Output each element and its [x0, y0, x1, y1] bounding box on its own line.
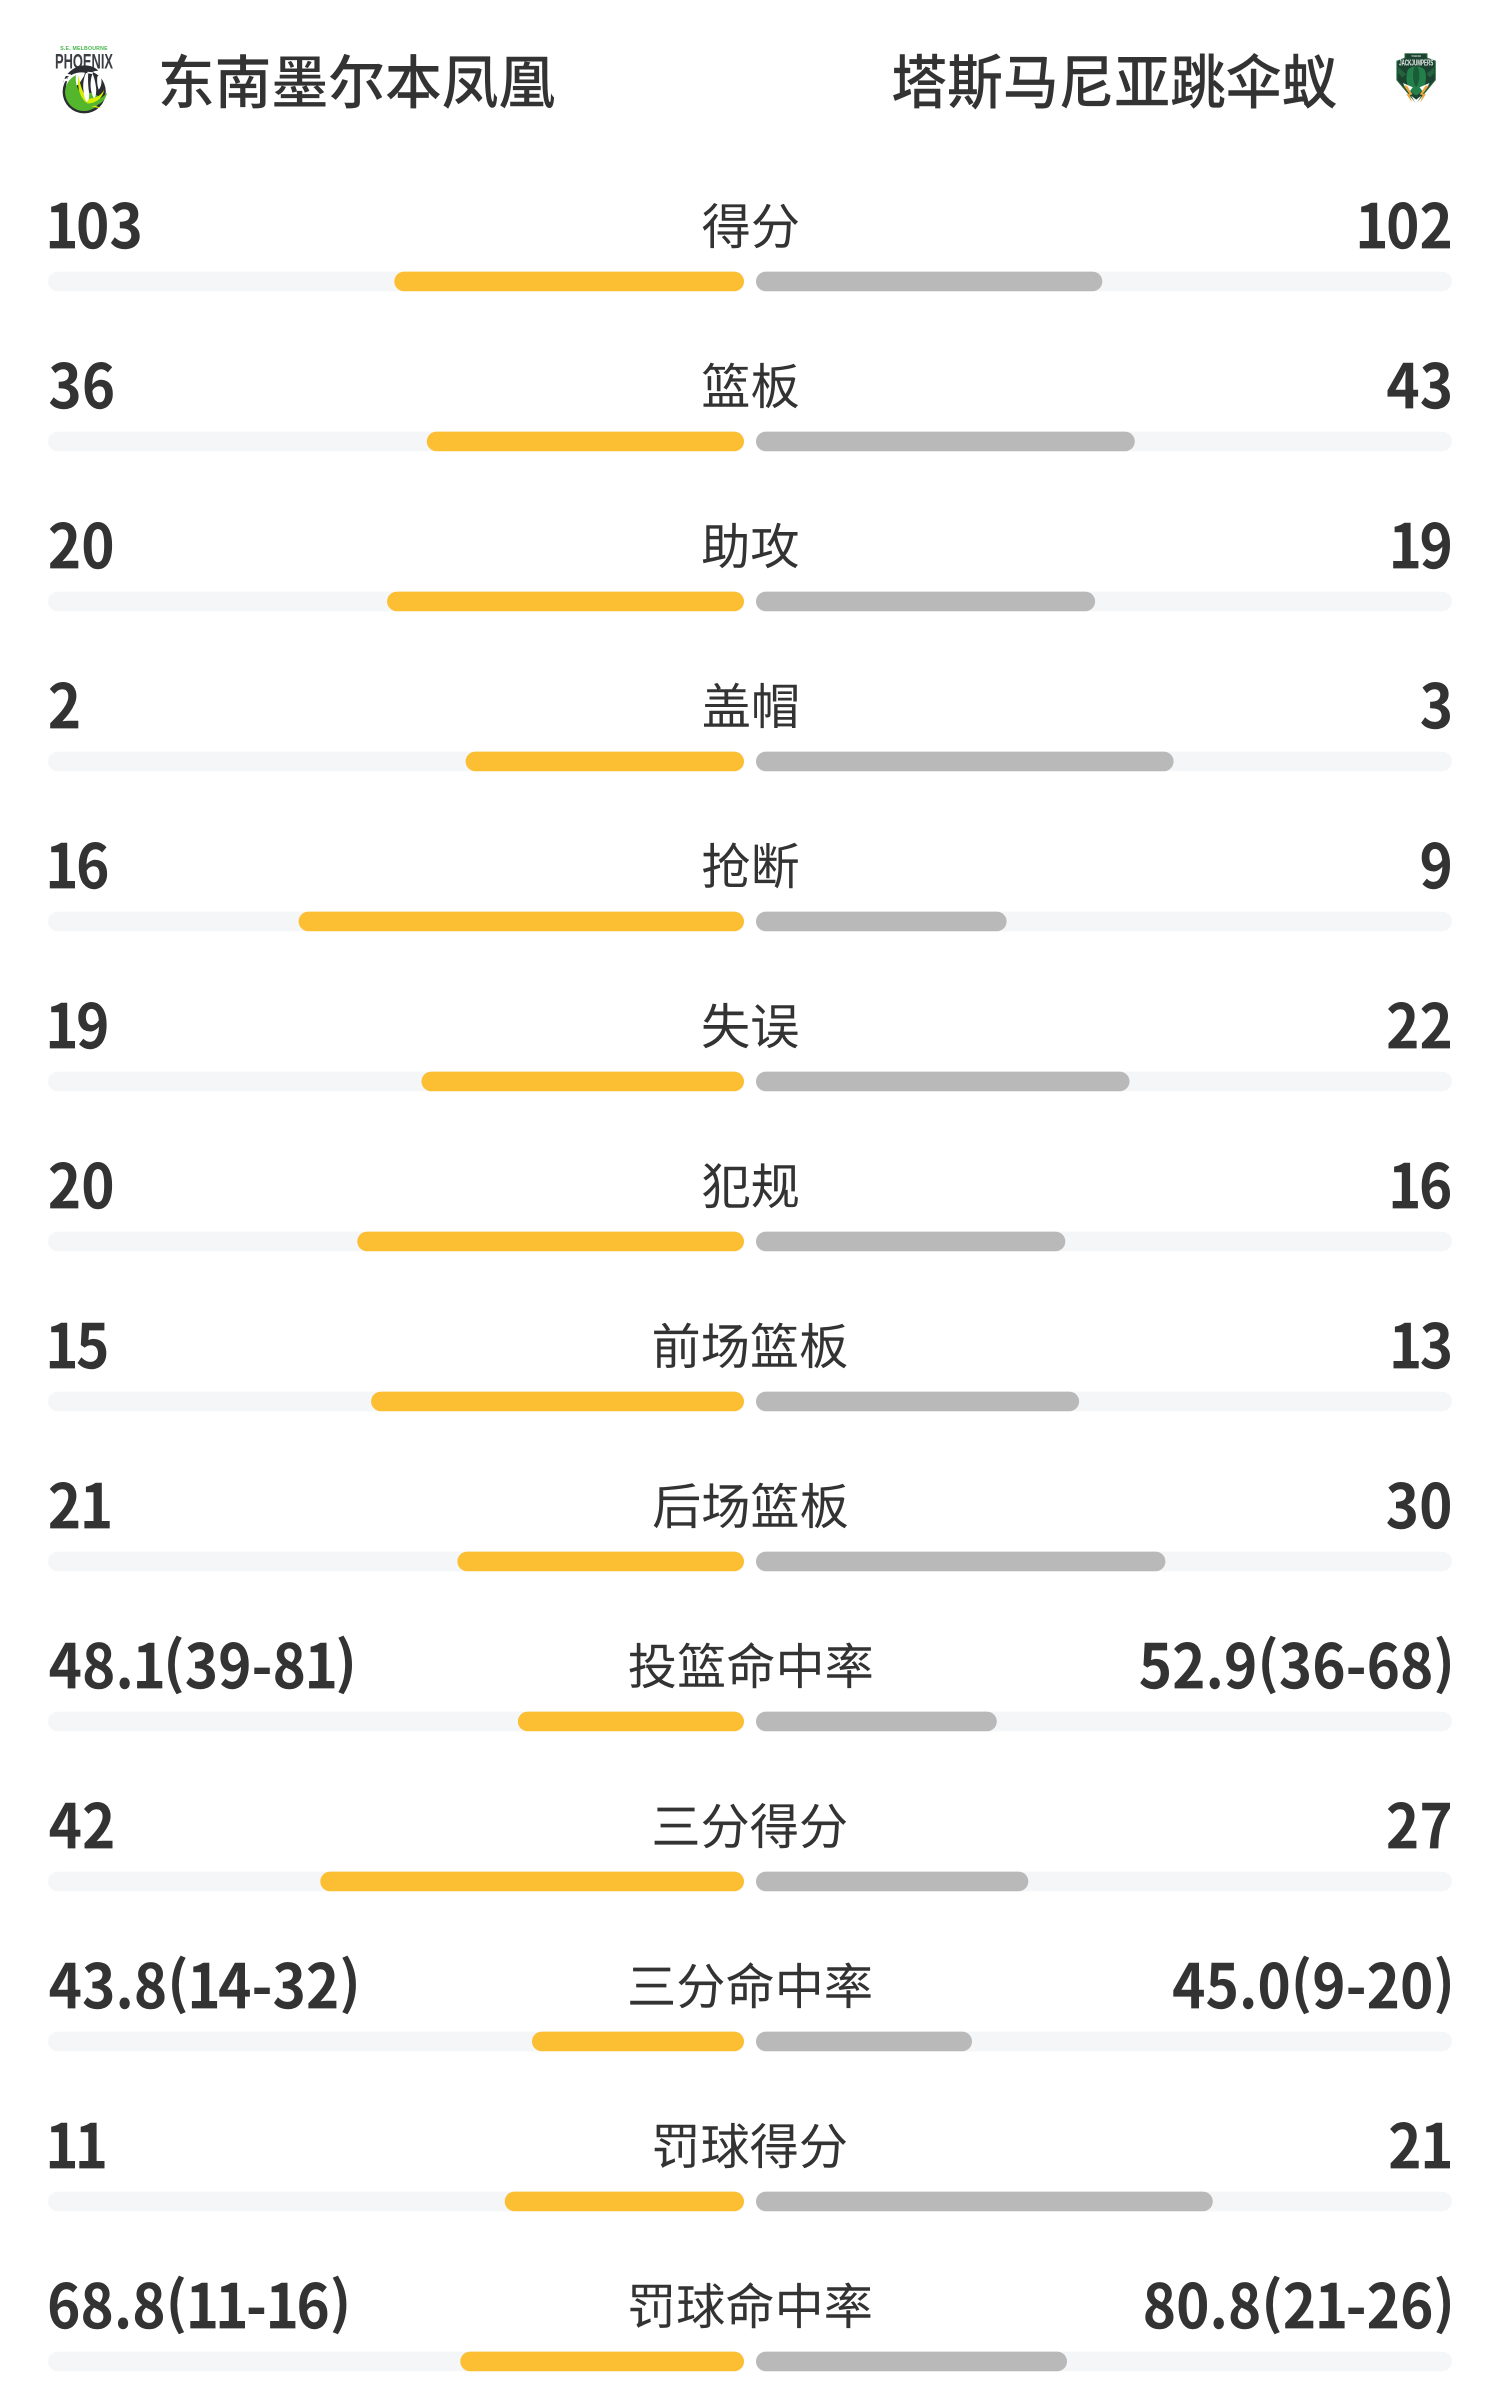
svg-text:TASMANIA: TASMANIA — [1411, 55, 1421, 58]
svg-text:JACKJUMPERS: JACKJUMPERS — [1399, 59, 1433, 68]
svg-text:S.E. MELBOURNE: S.E. MELBOURNE — [60, 46, 108, 52]
